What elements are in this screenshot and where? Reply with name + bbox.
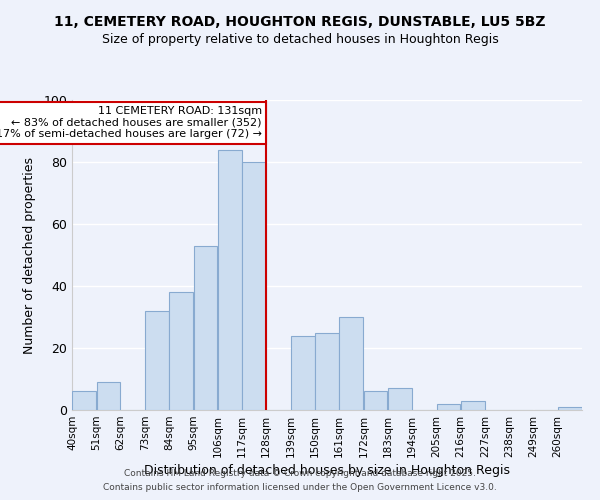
Bar: [461, 400, 485, 410]
Text: Size of property relative to detached houses in Houghton Regis: Size of property relative to detached ho…: [101, 32, 499, 46]
Text: Contains HM Land Registry data © Crown copyright and database right 2025.: Contains HM Land Registry data © Crown c…: [124, 468, 476, 477]
Text: Contains public sector information licensed under the Open Government Licence v3: Contains public sector information licen…: [103, 484, 497, 492]
Bar: [558, 407, 582, 410]
Bar: [242, 162, 266, 410]
Bar: [340, 317, 363, 410]
Bar: [194, 246, 217, 410]
Bar: [169, 292, 193, 410]
Text: 11, CEMETERY ROAD, HOUGHTON REGIS, DUNSTABLE, LU5 5BZ: 11, CEMETERY ROAD, HOUGHTON REGIS, DUNST…: [54, 15, 546, 29]
Bar: [388, 388, 412, 410]
X-axis label: Distribution of detached houses by size in Houghton Regis: Distribution of detached houses by size …: [144, 464, 510, 477]
Bar: [72, 392, 96, 410]
Bar: [315, 332, 339, 410]
Text: 11 CEMETERY ROAD: 131sqm
← 83% of detached houses are smaller (352)
17% of semi-: 11 CEMETERY ROAD: 131sqm ← 83% of detach…: [0, 106, 262, 140]
Y-axis label: Number of detached properties: Number of detached properties: [23, 156, 37, 354]
Bar: [291, 336, 314, 410]
Bar: [218, 150, 242, 410]
Bar: [364, 392, 388, 410]
Bar: [145, 311, 169, 410]
Bar: [97, 382, 121, 410]
Bar: [437, 404, 460, 410]
